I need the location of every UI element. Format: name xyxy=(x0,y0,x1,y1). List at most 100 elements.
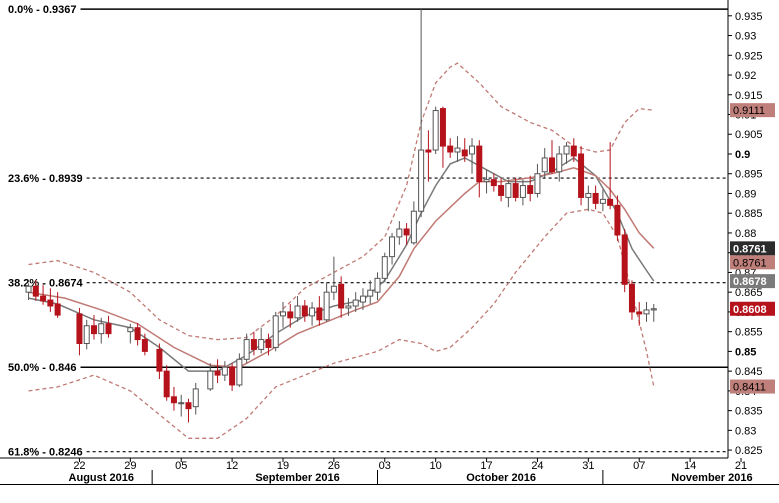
candle-down xyxy=(498,177,505,202)
candle-body xyxy=(294,305,301,319)
candle-body xyxy=(483,179,490,183)
candle-down xyxy=(338,276,345,318)
candle-down xyxy=(214,359,221,383)
candle-up xyxy=(221,361,228,382)
y-tick-label: 0.895 xyxy=(735,169,763,181)
y-tick-label: 0.88 xyxy=(735,228,756,240)
candle-down xyxy=(512,177,519,202)
candle-body xyxy=(498,185,505,196)
candle-body xyxy=(367,289,374,297)
candle-up xyxy=(432,106,439,154)
y-tick-label: 0.93 xyxy=(735,31,756,43)
candle-down xyxy=(301,300,308,322)
fib-level-label: 23.6% - 0.8939 xyxy=(8,173,83,185)
candle-up xyxy=(192,382,199,415)
candle-up xyxy=(330,256,337,301)
y-tick-label: 0.83 xyxy=(735,425,756,437)
indicator-line xyxy=(28,167,655,368)
candle-up xyxy=(396,221,403,245)
indicator-line xyxy=(28,208,655,439)
candle-body xyxy=(243,339,250,360)
candle-body xyxy=(570,145,577,157)
candle-body xyxy=(410,210,417,244)
candle-body xyxy=(439,108,446,147)
x-tick-label: 07 xyxy=(633,460,645,472)
candle-up xyxy=(98,317,105,344)
candle-down xyxy=(250,331,257,356)
x-tick-label: 03 xyxy=(379,460,391,472)
candle-up xyxy=(410,201,417,245)
candle-body xyxy=(541,157,548,173)
x-axis: 222905121926031017243107142128August 201… xyxy=(0,457,779,485)
candle-down xyxy=(621,229,628,293)
candle-body xyxy=(54,303,61,316)
price-badge: 0.8761 xyxy=(730,241,775,256)
candle-body xyxy=(316,307,323,321)
candle-up xyxy=(585,185,592,212)
candle-body xyxy=(403,228,410,236)
x-tick-label: 24 xyxy=(531,460,543,472)
candle-body xyxy=(621,234,628,285)
y-tick-label: 0.865 xyxy=(735,287,763,299)
candle-down xyxy=(570,138,577,162)
candle-up xyxy=(483,169,490,194)
candle-down xyxy=(170,386,177,411)
candle-body xyxy=(272,315,279,348)
price-badge-label: 0.9111 xyxy=(733,105,765,117)
price-badge: 0.8608 xyxy=(730,301,775,316)
candle-up xyxy=(563,142,570,164)
candle-body xyxy=(214,370,221,376)
candle-body xyxy=(389,236,396,258)
candle-body xyxy=(83,325,90,344)
candle-body xyxy=(563,145,570,155)
candle-body xyxy=(25,285,32,293)
candle-body xyxy=(469,145,476,155)
candle-up xyxy=(25,283,32,301)
price-badge-label: 0.8411 xyxy=(733,382,766,394)
month-label: October 2016 xyxy=(466,472,536,484)
y-tick-label: 0.885 xyxy=(735,208,763,220)
fib-level-label: 50.0% - 0.846 xyxy=(8,362,77,374)
candle-body xyxy=(40,295,47,302)
candle-body xyxy=(607,198,614,206)
candle-body xyxy=(207,370,214,390)
candle-down xyxy=(578,146,585,206)
candle-body xyxy=(338,283,345,309)
candle-body xyxy=(418,149,425,212)
candle-body xyxy=(185,402,192,410)
x-tick-label: 29 xyxy=(124,460,136,472)
candle-body xyxy=(309,307,316,317)
fib-level-label: 0.0% - 0.9367 xyxy=(8,4,77,16)
price-badge: 0.8761 xyxy=(730,255,775,270)
candle-up xyxy=(519,179,526,206)
candle-body xyxy=(98,323,105,335)
candle-up xyxy=(352,292,359,312)
price-badge: 0.8411 xyxy=(730,379,775,394)
candle-up xyxy=(294,296,301,322)
candle-down xyxy=(628,280,635,320)
price-badge: 0.9111 xyxy=(730,103,775,118)
x-tick-label: 12 xyxy=(226,460,238,472)
price-badge: 0.8678 xyxy=(730,274,775,289)
candle-down xyxy=(425,130,432,182)
candle-body xyxy=(556,153,563,173)
y-tick-label: 0.855 xyxy=(735,327,763,339)
candle-up xyxy=(236,353,243,387)
price-badge-bg xyxy=(730,379,775,394)
y-tick-label: 0.835 xyxy=(735,406,763,418)
candle-down xyxy=(185,398,192,423)
candle-body xyxy=(585,192,592,198)
candle-down xyxy=(141,333,148,356)
indicator-line xyxy=(28,62,654,341)
candle-down xyxy=(287,304,294,328)
x-tick-label: 17 xyxy=(480,460,492,472)
month-label: September 2016 xyxy=(255,472,339,484)
candle-up xyxy=(599,189,606,212)
candle-body xyxy=(432,110,439,151)
candle-up xyxy=(127,323,134,344)
candle-body xyxy=(156,348,163,372)
candle-up xyxy=(309,302,316,326)
candle-body xyxy=(163,370,170,398)
price-badge-bg xyxy=(730,241,775,256)
